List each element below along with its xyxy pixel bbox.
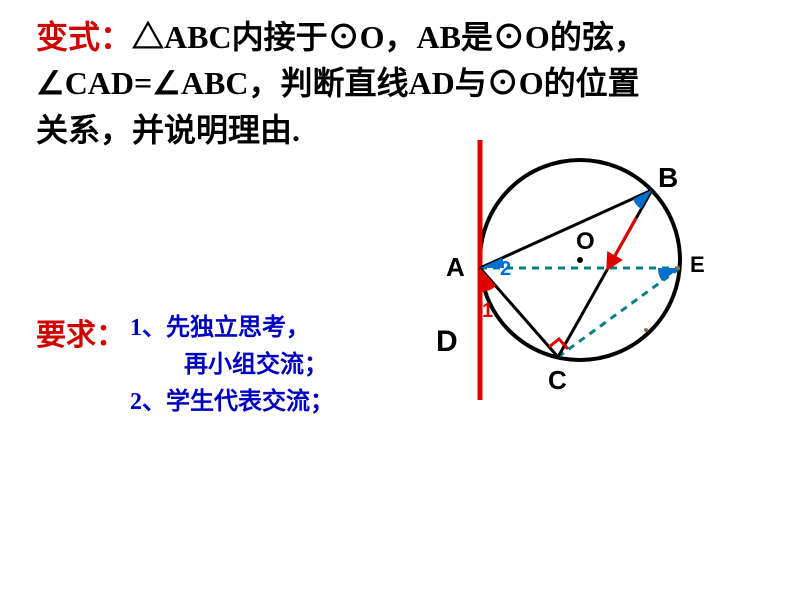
label-D: D [436, 325, 458, 359]
dashed-CE [558, 268, 680, 357]
dot-extra-2 [676, 266, 680, 270]
requirement-item-1a: 1、先独立思考， [130, 310, 334, 347]
label-angle-2: 2 [500, 258, 511, 281]
label-B: B [658, 162, 678, 194]
requirement-label: 要求： [36, 319, 126, 352]
label-A: A [446, 252, 465, 283]
chord-BC [558, 190, 652, 357]
problem-line1: △ABC内接于⊙O，AB是⊙O的弦， [132, 19, 646, 55]
label-C: C [548, 365, 567, 396]
requirement-item-1b: 再小组交流； [130, 347, 334, 384]
requirement-item-2: 2、学生代表交流； [130, 384, 334, 421]
requirement-items: 1、先独立思考， 再小组交流； 2、学生代表交流； [130, 310, 334, 422]
problem-line3: 关系，并说明理由. [36, 112, 300, 148]
right-angle-C [549, 339, 568, 349]
geometry-diagram: A B C D E O 1 2 [400, 140, 760, 420]
problem-line2: ∠CAD=∠ABC，判断直线AD与⊙O的位置 [36, 65, 640, 101]
requirement-block: 要求： 1、先独立思考， 再小组交流； 2、学生代表交流； [36, 310, 334, 422]
arrow-segment [608, 218, 636, 268]
problem-statement: 变式：△ABC内接于⊙O，AB是⊙O的弦， ∠CAD=∠ABC，判断直线AD与⊙… [36, 14, 758, 153]
angle-marker-A1 [480, 268, 496, 292]
dot-extra-1 [644, 328, 648, 332]
variant-label: 变式： [36, 19, 132, 55]
label-E: E [690, 252, 705, 278]
label-O: O [576, 228, 595, 256]
label-angle-1: 1 [482, 300, 493, 323]
center-dot [577, 257, 583, 263]
chord-AB [480, 190, 652, 268]
